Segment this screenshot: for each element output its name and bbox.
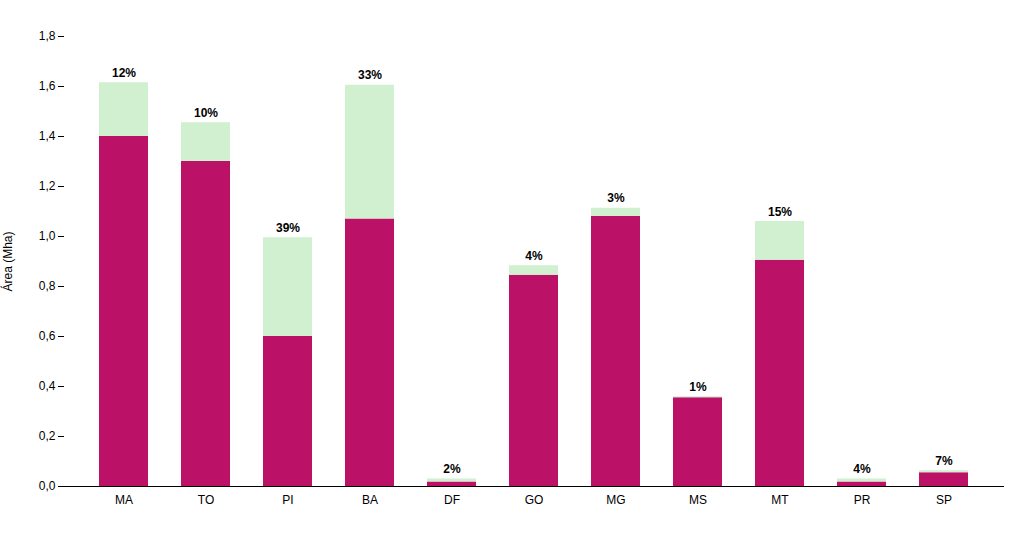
svg-text:10%: 10% [194, 106, 218, 120]
svg-text:PR: PR [854, 493, 871, 507]
svg-text:3%: 3% [607, 191, 625, 205]
svg-text:4%: 4% [853, 462, 871, 476]
svg-text:GO: GO [525, 493, 544, 507]
svg-text:MG: MG [606, 493, 625, 507]
svg-text:15%: 15% [768, 205, 792, 219]
svg-text:Área (Mha): Área (Mha) [0, 231, 15, 291]
svg-text:7%: 7% [935, 454, 953, 468]
svg-text:MT: MT [771, 493, 789, 507]
svg-text:1%: 1% [689, 380, 707, 394]
svg-text:0,8: 0,8 [39, 279, 56, 293]
svg-text:1,2: 1,2 [39, 179, 56, 193]
svg-text:0,2: 0,2 [39, 429, 56, 443]
svg-text:DF: DF [444, 493, 460, 507]
svg-text:0,4: 0,4 [39, 379, 56, 393]
svg-text:1,6: 1,6 [39, 79, 56, 93]
svg-text:MS: MS [689, 493, 707, 507]
svg-text:MA: MA [115, 493, 133, 507]
svg-text:2%: 2% [443, 462, 461, 476]
svg-text:PI: PI [282, 493, 293, 507]
svg-text:0,6: 0,6 [39, 329, 56, 343]
svg-text:0,0: 0,0 [39, 479, 56, 493]
svg-text:1,0: 1,0 [39, 229, 56, 243]
svg-text:BA: BA [362, 493, 378, 507]
svg-text:TO: TO [198, 493, 214, 507]
svg-text:4%: 4% [525, 249, 543, 263]
svg-text:33%: 33% [358, 68, 382, 82]
svg-text:SP: SP [936, 493, 952, 507]
svg-text:12%: 12% [112, 66, 136, 80]
svg-text:1,4: 1,4 [39, 129, 56, 143]
svg-text:1,8: 1,8 [39, 29, 56, 43]
svg-text:39%: 39% [276, 221, 300, 235]
